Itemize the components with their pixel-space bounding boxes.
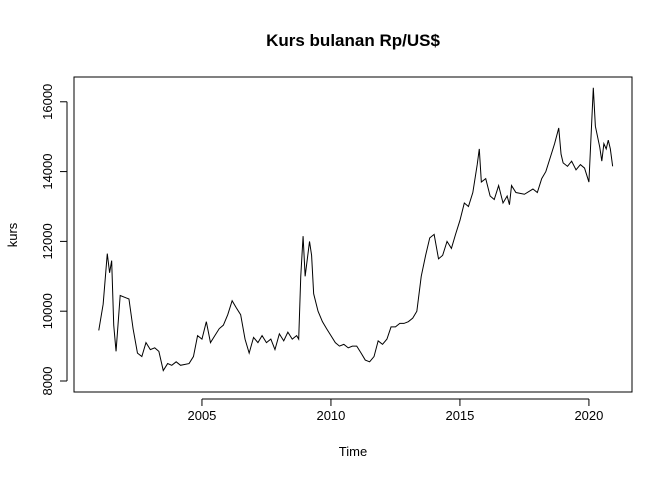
y-tick-label: 14000 — [40, 154, 55, 190]
chart-title: Kurs bulanan Rp/US$ — [266, 31, 440, 50]
x-tick-label: 2005 — [187, 408, 216, 423]
series-line — [98, 87, 614, 372]
y-tick-label: 12000 — [40, 223, 55, 259]
y-tick-label: 16000 — [40, 84, 55, 120]
y-tick-label: 8000 — [40, 367, 55, 396]
x-tick-label: 2020 — [574, 408, 603, 423]
x-tick-label: 2015 — [445, 408, 474, 423]
x-tick-label: 2010 — [316, 408, 345, 423]
y-tick-label: 10000 — [40, 293, 55, 329]
plot-frame — [73, 76, 633, 393]
x-axis-label: Time — [339, 444, 367, 459]
y-axis-label: kurs — [5, 222, 20, 247]
